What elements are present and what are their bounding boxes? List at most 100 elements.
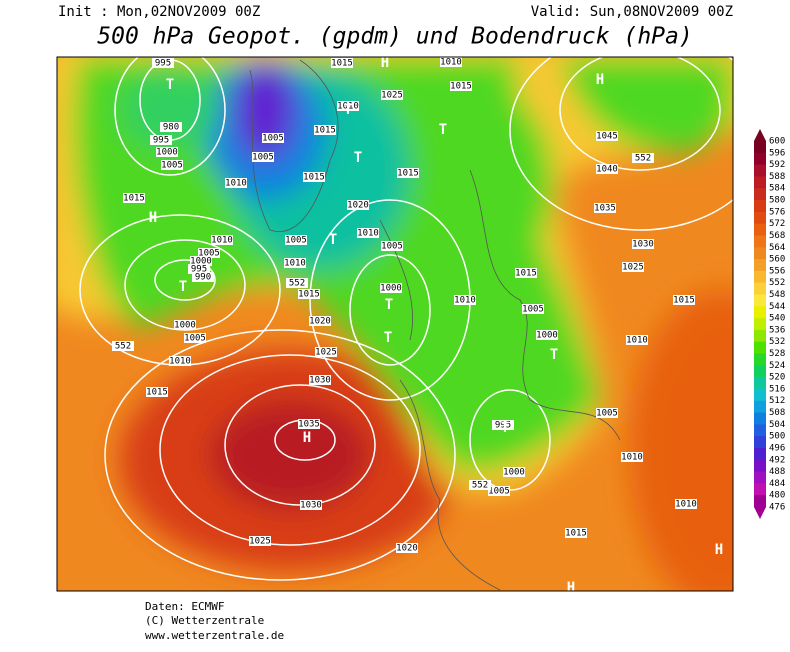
footer-line: www.wetterzentrale.de: [145, 629, 284, 642]
footer-line: Daten: ECMWF: [145, 600, 224, 613]
isobar-label: 1045: [596, 132, 618, 142]
isobar-label: 1015: [673, 296, 695, 306]
label-box: [298, 419, 320, 429]
colorbar-band: [754, 152, 766, 166]
isobar-label: 1000: [503, 468, 525, 478]
isobar-label: 1005: [161, 161, 183, 171]
isobar-label: 1010: [621, 453, 643, 463]
isobar-label: 552: [472, 481, 488, 491]
label-box: [146, 387, 168, 397]
colorbar-band: [754, 306, 766, 319]
isobar-label: 1030: [632, 240, 654, 250]
label-box: [381, 90, 403, 100]
pressure-center: T: [329, 232, 337, 248]
label-box: [184, 333, 206, 343]
label-box: [536, 330, 558, 340]
label-box: [522, 304, 544, 314]
pressure-center: H: [149, 210, 157, 226]
pressure-center: T: [385, 297, 393, 313]
isobar-label: 1005: [252, 153, 274, 163]
colorbar-band: [754, 211, 766, 225]
isobar-label: 1000: [174, 321, 196, 331]
isobar-label: 1005: [198, 249, 220, 259]
label-box: [284, 258, 306, 268]
colorbar-label: 512: [769, 396, 785, 406]
label-box: [565, 528, 587, 538]
colorbar-band: [754, 235, 766, 248]
colorbar-band: [754, 164, 766, 177]
pressure-center: T: [166, 77, 174, 93]
colorbar-band: [754, 424, 766, 437]
colorbar-band: [754, 388, 766, 402]
isobar-label: 1015: [515, 269, 537, 279]
isobar-label: 1010: [440, 58, 462, 68]
isobar-label: 1005: [262, 134, 284, 144]
colorbar-label: 584: [769, 184, 785, 194]
colorbar-label: 580: [769, 196, 785, 206]
colorbar-band: [754, 483, 766, 496]
label-box: [596, 131, 618, 141]
isobar-label: 1020: [347, 201, 369, 211]
coastlines: [249, 59, 621, 591]
pressure-center: H: [715, 542, 723, 558]
colorbar-band: [754, 459, 766, 473]
pressure-center: H: [303, 430, 311, 446]
label-box: [123, 193, 145, 203]
label-box: [188, 264, 210, 274]
isobar-label: 995: [191, 265, 207, 275]
pressure-center: T: [550, 347, 558, 363]
isobar-label: 1010: [675, 500, 697, 510]
isobar-label: 1030: [300, 501, 322, 511]
label-box: [632, 239, 654, 249]
label-box: [621, 452, 643, 462]
valid-time: Valid: Sun,08NOV2009 00Z: [531, 4, 733, 20]
isobar-label: 1020: [309, 317, 331, 327]
isobar-label: 1000: [190, 257, 212, 267]
isobar-label: 1010: [357, 229, 379, 239]
colorbar-band: [754, 365, 766, 378]
pressure-center: T: [439, 122, 447, 138]
isobar-label: 1015: [397, 169, 419, 179]
label-box: [515, 268, 537, 278]
label-box: [347, 200, 369, 210]
label-box: [675, 499, 697, 509]
isobar-label: 1015: [123, 194, 145, 204]
label-box: [632, 153, 654, 163]
pressure-center: T: [501, 420, 509, 436]
colorbar-label: 496: [769, 443, 785, 453]
pressure-center: T: [179, 279, 187, 295]
label-box: [469, 480, 491, 490]
label-box: [303, 172, 325, 182]
isobar-label: 1015: [450, 82, 472, 92]
isobar-label: 1020: [396, 544, 418, 554]
label-box: [622, 262, 644, 272]
isobar-label: 1015: [565, 529, 587, 539]
pressure-center: H: [596, 72, 604, 88]
isobar-label: 1005: [381, 242, 403, 252]
label-box: [454, 295, 476, 305]
isobar-label: 1015: [314, 126, 336, 136]
label-box: [262, 133, 284, 143]
colorbar-end: [754, 129, 766, 141]
map-title: 500 hPa Geopot. (gpdm) und Bodendruck (h…: [97, 24, 692, 50]
label-box: [298, 289, 320, 299]
isobar-label: 1000: [536, 331, 558, 341]
colorbar-band: [754, 447, 766, 461]
label-box: [252, 152, 274, 162]
label-box: [396, 543, 418, 553]
isobar-label: 552: [289, 279, 305, 289]
map-frame: [56, 56, 734, 592]
colorbar-band: [754, 200, 766, 213]
label-box: [397, 168, 419, 178]
pressure-center: H: [567, 580, 575, 596]
pressure-center: T: [384, 330, 392, 346]
colorbar-band: [754, 247, 766, 260]
isobar-label: 1010: [169, 357, 191, 367]
label-box: [152, 58, 174, 68]
label-box: [440, 57, 462, 67]
colorbar-band: [754, 341, 766, 355]
colorbar-label: 556: [769, 266, 785, 276]
label-box: [300, 500, 322, 510]
isobar-label: 1005: [522, 305, 544, 315]
